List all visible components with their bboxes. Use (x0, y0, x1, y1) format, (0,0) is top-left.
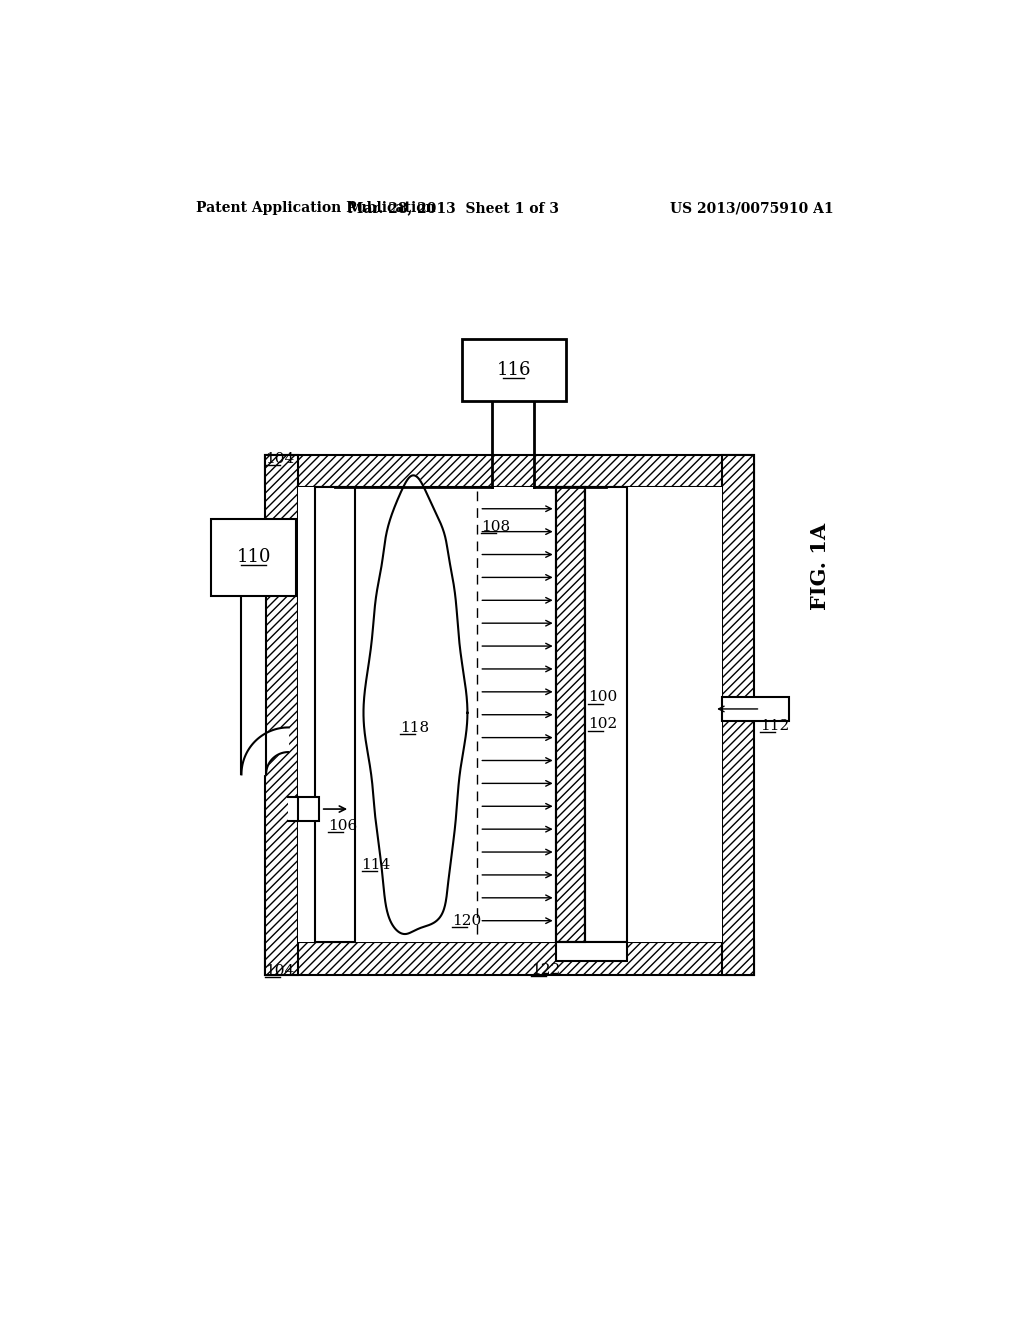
Bar (265, 942, 755, 974)
Text: 114: 114 (361, 858, 391, 873)
Bar (722, 455, 755, 974)
Text: 116: 116 (497, 362, 530, 379)
Bar (265, 455, 298, 974)
Text: 112: 112 (761, 719, 790, 733)
Text: Mar. 28, 2013  Sheet 1 of 3: Mar. 28, 2013 Sheet 1 of 3 (348, 202, 559, 215)
Bar (556, 487, 585, 942)
Text: 110: 110 (237, 548, 271, 566)
Text: 102: 102 (588, 717, 617, 731)
Text: 100: 100 (588, 690, 617, 705)
Bar (211, 519, 296, 595)
Text: 108: 108 (481, 520, 510, 535)
Bar (289, 797, 298, 821)
Text: 118: 118 (400, 721, 429, 735)
Text: 104: 104 (265, 964, 295, 978)
Bar (242, 595, 266, 775)
Text: 106: 106 (329, 818, 357, 833)
Bar (462, 339, 565, 401)
Bar (585, 487, 628, 942)
Bar (556, 942, 628, 961)
Polygon shape (364, 475, 467, 935)
Bar (315, 487, 355, 942)
Text: 122: 122 (531, 964, 560, 977)
Text: FIG. 1A: FIG. 1A (810, 523, 829, 610)
Bar (298, 487, 722, 942)
Bar (265, 455, 755, 487)
Bar (298, 797, 319, 821)
Text: 104: 104 (265, 451, 295, 466)
Bar (722, 697, 788, 721)
Polygon shape (242, 727, 289, 775)
Bar (265, 455, 755, 974)
Text: Patent Application Publication: Patent Application Publication (196, 202, 435, 215)
Bar (556, 487, 585, 942)
Text: 120: 120 (453, 913, 481, 928)
Text: US 2013/0075910 A1: US 2013/0075910 A1 (670, 202, 834, 215)
